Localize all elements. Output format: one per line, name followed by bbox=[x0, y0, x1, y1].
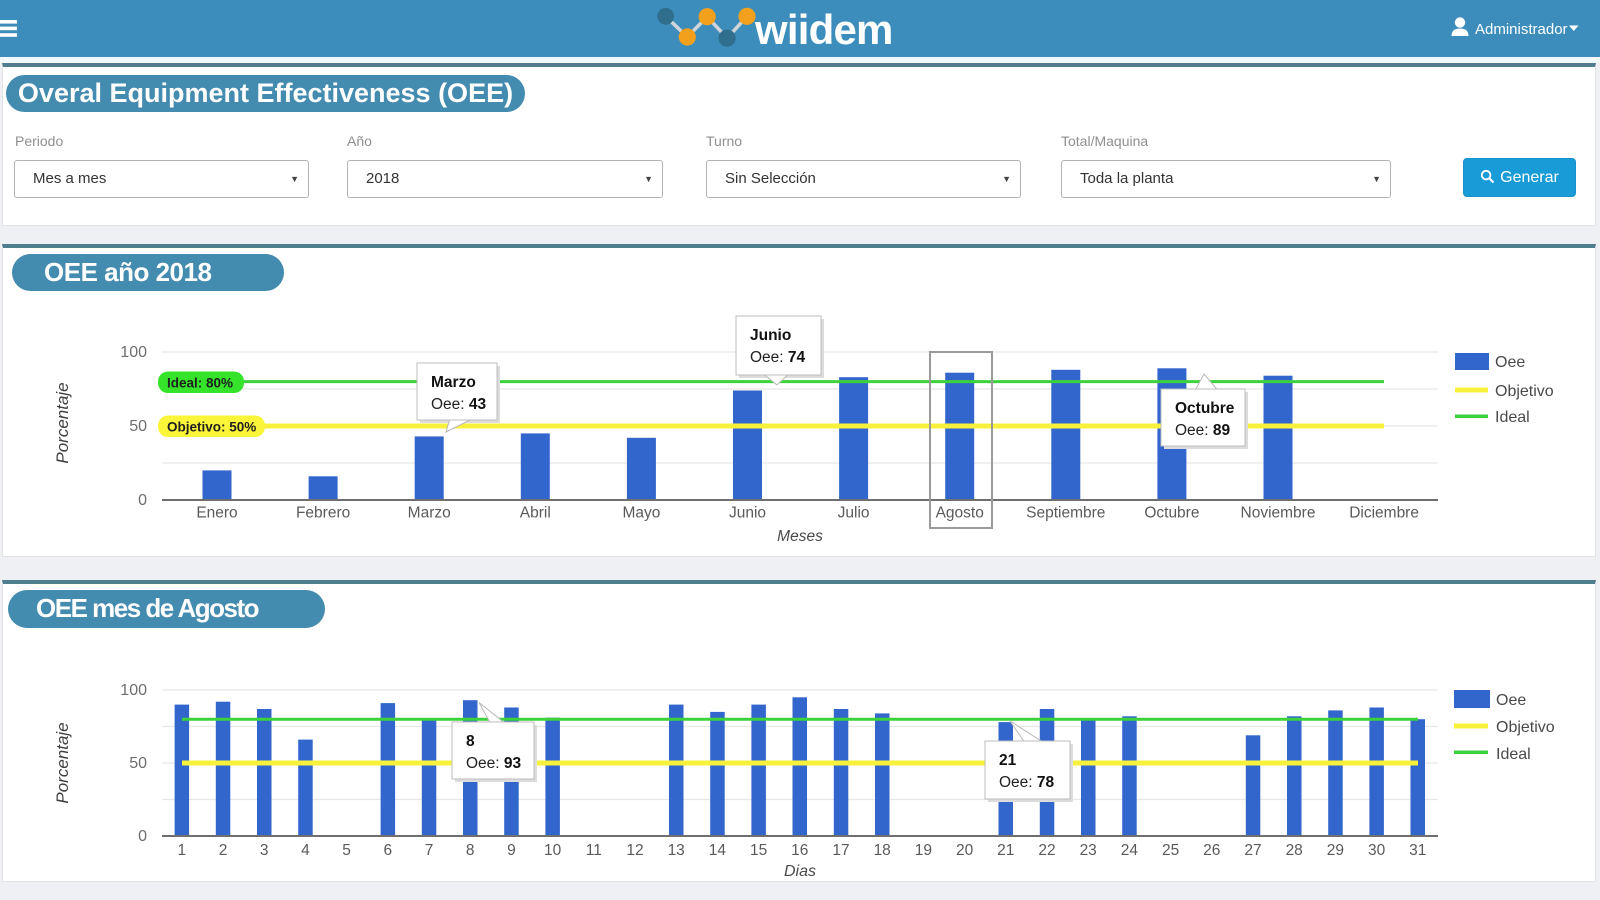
svg-text:Dias: Dias bbox=[784, 863, 816, 880]
svg-text:50: 50 bbox=[129, 755, 147, 772]
svg-text:13: 13 bbox=[668, 842, 685, 859]
svg-text:50: 50 bbox=[129, 418, 147, 435]
svg-text:9: 9 bbox=[507, 842, 516, 859]
svg-text:3: 3 bbox=[260, 842, 269, 859]
svg-text:Oee: 89: Oee: 89 bbox=[1175, 422, 1231, 439]
svg-text:Oee: 74: Oee: 74 bbox=[750, 349, 806, 366]
svg-text:30: 30 bbox=[1368, 842, 1386, 859]
svg-text:Administrador: Administrador bbox=[1475, 21, 1568, 38]
svg-text:12: 12 bbox=[626, 842, 643, 859]
svg-text:Oee: 78: Oee: 78 bbox=[999, 774, 1055, 791]
svg-text:27: 27 bbox=[1244, 842, 1261, 859]
svg-text:Junio: Junio bbox=[729, 505, 766, 522]
svg-text:16: 16 bbox=[791, 842, 808, 859]
svg-text:Porcentaje: Porcentaje bbox=[53, 382, 72, 463]
svg-text:Objetivo: Objetivo bbox=[1495, 383, 1554, 400]
svg-text:0: 0 bbox=[138, 492, 147, 509]
svg-text:21: 21 bbox=[997, 842, 1014, 859]
svg-text:Septiembre: Septiembre bbox=[1026, 505, 1105, 522]
svg-text:Oee: 43: Oee: 43 bbox=[431, 396, 487, 413]
svg-text:2: 2 bbox=[219, 842, 228, 859]
svg-text:31: 31 bbox=[1409, 842, 1426, 859]
svg-text:21: 21 bbox=[999, 752, 1017, 769]
svg-text:Ideal: Ideal bbox=[1495, 409, 1530, 426]
svg-text:29: 29 bbox=[1327, 842, 1344, 859]
svg-text:100: 100 bbox=[120, 682, 147, 699]
svg-text:Ideal: 80%: Ideal: 80% bbox=[167, 376, 233, 391]
svg-text:Julio: Julio bbox=[838, 505, 870, 522]
svg-text:11: 11 bbox=[586, 842, 602, 859]
svg-text:Mayo: Mayo bbox=[622, 505, 660, 522]
svg-text:Meses: Meses bbox=[777, 528, 823, 545]
svg-text:Oee: 93: Oee: 93 bbox=[466, 755, 522, 772]
svg-text:14: 14 bbox=[709, 842, 727, 859]
svg-text:10: 10 bbox=[544, 842, 562, 859]
svg-text:Junio: Junio bbox=[750, 327, 791, 344]
svg-text:Noviembre: Noviembre bbox=[1241, 505, 1316, 522]
svg-text:Diciembre: Diciembre bbox=[1349, 505, 1419, 522]
svg-text:Marzo: Marzo bbox=[431, 374, 476, 391]
svg-text:22: 22 bbox=[1038, 842, 1055, 859]
svg-text:wiidem: wiidem bbox=[754, 6, 893, 53]
svg-text:20: 20 bbox=[956, 842, 974, 859]
svg-text:18: 18 bbox=[874, 842, 891, 859]
svg-text:Porcentaje: Porcentaje bbox=[53, 722, 72, 803]
svg-text:Marzo: Marzo bbox=[408, 505, 451, 522]
svg-text:Febrero: Febrero bbox=[296, 505, 350, 522]
svg-text:15: 15 bbox=[750, 842, 767, 859]
svg-text:26: 26 bbox=[1203, 842, 1220, 859]
svg-text:8: 8 bbox=[466, 733, 475, 750]
svg-text:0: 0 bbox=[138, 828, 147, 845]
svg-text:24: 24 bbox=[1121, 842, 1139, 859]
svg-text:Enero: Enero bbox=[196, 505, 237, 522]
svg-text:1: 1 bbox=[177, 842, 186, 859]
svg-text:Oee: Oee bbox=[1495, 354, 1525, 371]
svg-text:5: 5 bbox=[342, 842, 351, 859]
svg-text:Oee: Oee bbox=[1496, 692, 1526, 709]
svg-text:7: 7 bbox=[425, 842, 434, 859]
svg-text:23: 23 bbox=[1080, 842, 1097, 859]
svg-text:Abril: Abril bbox=[520, 505, 551, 522]
svg-text:100: 100 bbox=[120, 344, 147, 361]
svg-text:Octubre: Octubre bbox=[1175, 400, 1235, 417]
svg-text:8: 8 bbox=[466, 842, 475, 859]
svg-text:Objetivo: 50%: Objetivo: 50% bbox=[167, 420, 256, 435]
svg-text:6: 6 bbox=[383, 842, 392, 859]
svg-text:Objetivo: Objetivo bbox=[1496, 719, 1555, 736]
svg-text:19: 19 bbox=[915, 842, 932, 859]
svg-text:25: 25 bbox=[1162, 842, 1179, 859]
svg-text:4: 4 bbox=[301, 842, 310, 859]
svg-text:Octubre: Octubre bbox=[1144, 505, 1199, 522]
svg-text:Agosto: Agosto bbox=[936, 505, 984, 522]
svg-text:Ideal: Ideal bbox=[1496, 746, 1531, 763]
svg-text:28: 28 bbox=[1286, 842, 1303, 859]
svg-text:17: 17 bbox=[832, 842, 849, 859]
